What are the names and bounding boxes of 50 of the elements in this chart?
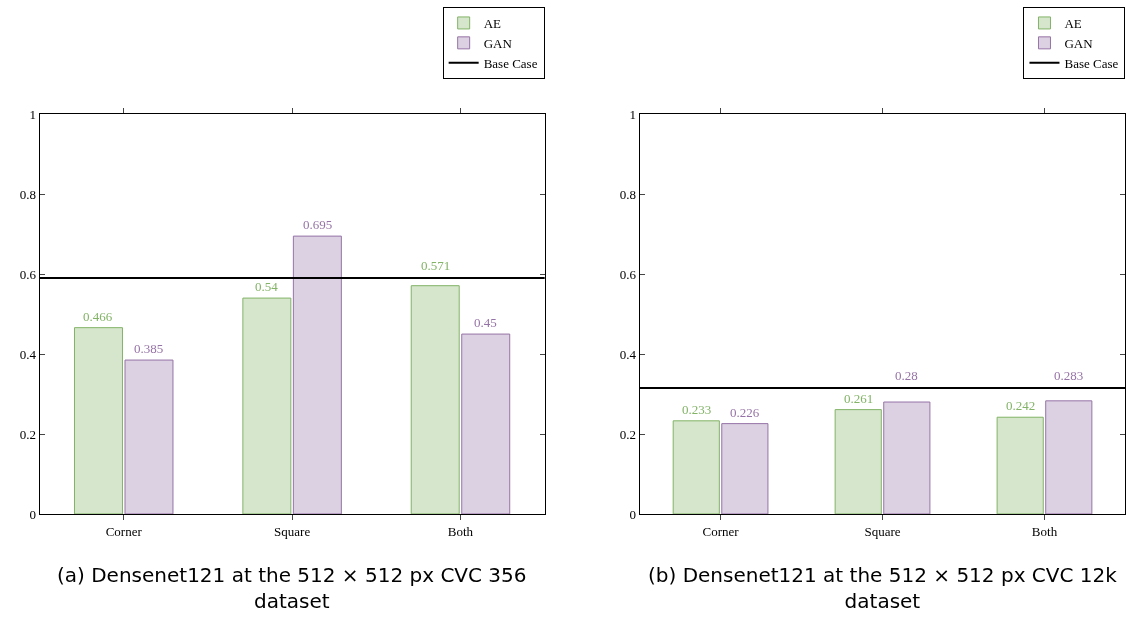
text: (b) Densenet121 at the 512 × 512 px CVC 12k dataset	[648, 563, 1118, 613]
y-tick-label: 0.8	[619, 186, 636, 202]
bar	[883, 401, 931, 514]
bar	[672, 420, 720, 514]
legend-label: AE	[1064, 16, 1082, 32]
data-label: 0.233	[682, 402, 712, 417]
x-tick-label: Square	[864, 523, 901, 539]
y-tick-label: 1	[629, 106, 636, 122]
text: (a) Densenet121 at the 512 × 512 px CVC 356 dataset	[57, 563, 527, 613]
y-tick-label: 0.6	[19, 266, 37, 282]
data-label: 0.261	[844, 391, 874, 406]
y-tick-label: 0	[29, 506, 36, 522]
data-label: 0.385	[134, 341, 164, 356]
bar	[996, 416, 1044, 514]
data-label: 0.28	[895, 368, 918, 383]
bar	[73, 327, 123, 514]
data-label: 0.226	[730, 405, 760, 420]
y-tick-label: 0	[629, 506, 636, 522]
x-tick-label: Corner	[105, 523, 143, 539]
bar	[242, 297, 292, 514]
bar	[124, 359, 174, 514]
y-tick-label: 0.8	[19, 186, 36, 202]
bar	[721, 423, 769, 514]
bar	[834, 409, 882, 514]
data-label: 0.695	[303, 217, 333, 232]
legend-label: Base Case	[483, 55, 538, 71]
y-tick-label: 0.2	[619, 426, 636, 442]
data-label: 0.283	[1054, 368, 1084, 383]
bar	[461, 333, 511, 514]
y-tick-label: 1	[29, 106, 36, 122]
data-label: 0.45	[474, 315, 497, 330]
legend-label: Base Case	[1064, 55, 1119, 71]
bar	[1045, 400, 1093, 514]
x-tick-label: Square	[274, 523, 311, 539]
bar	[292, 235, 342, 514]
y-tick-label: 0.4	[619, 346, 637, 362]
x-tick-label: Both	[1031, 523, 1058, 539]
y-tick-label: 0.6	[619, 266, 637, 282]
y-tick-label: 0.2	[19, 426, 36, 442]
data-label: 0.466	[83, 309, 113, 324]
bar	[410, 285, 460, 514]
x-tick-label: Both	[447, 523, 474, 539]
data-label: 0.242	[1006, 398, 1036, 413]
legend-label: AE	[483, 16, 502, 32]
data-label: 0.54	[255, 279, 279, 294]
x-tick-label: Corner	[702, 523, 740, 539]
legend-label: GAN	[483, 35, 513, 51]
y-tick-label: 0.4	[19, 346, 37, 362]
legend-label: GAN	[1064, 35, 1094, 51]
data-label: 0.571	[421, 258, 451, 273]
